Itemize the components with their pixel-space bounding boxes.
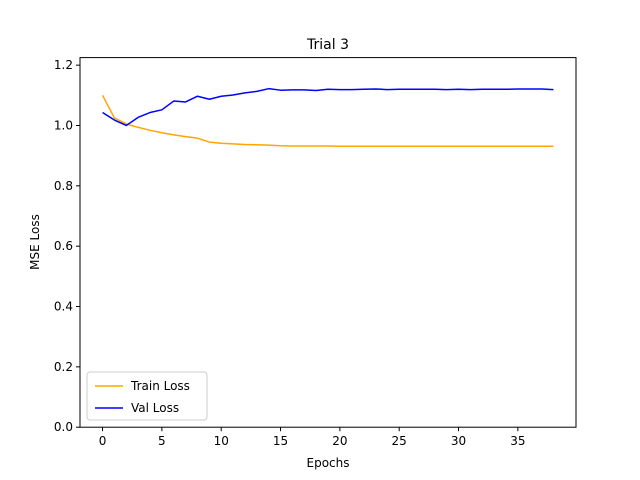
y-axis: 0.0 0.2 0.4 0.6 0.8 1.0 1.2 (54, 58, 80, 434)
y-tick-label: 0.2 (54, 360, 73, 374)
y-tick-label: 0.6 (54, 239, 73, 253)
x-tick-label: 25 (392, 434, 407, 448)
x-tick-label: 10 (214, 434, 229, 448)
x-tick-label: 5 (158, 434, 166, 448)
x-axis: 0 5 10 15 20 25 30 35 (99, 427, 525, 448)
legend-label: Train Loss (130, 379, 190, 393)
series-line-val-loss (102, 87, 554, 127)
y-tick-label: 1.0 (54, 118, 73, 132)
x-tick-label: 35 (510, 434, 525, 448)
y-axis-label: MSE Loss (28, 214, 42, 270)
y-tick-label: 1.2 (54, 58, 73, 72)
x-tick-label: 15 (273, 434, 288, 448)
x-tick-label: 30 (451, 434, 466, 448)
chart-title: Trial 3 (306, 37, 349, 53)
legend: Train Loss Val Loss (86, 371, 208, 421)
x-axis-label: Epochs (307, 456, 350, 470)
x-tick-label: 20 (332, 434, 347, 448)
plot-frame (79, 57, 577, 428)
y-tick-label: 0.4 (54, 300, 73, 314)
y-tick-label: 0.8 (54, 179, 73, 193)
legend-label: Val Loss (131, 401, 179, 415)
series-layer (101, 87, 554, 148)
x-tick-label: 0 (99, 434, 107, 448)
y-tick-label: 0.0 (54, 420, 73, 434)
series-line-train-loss (101, 94, 554, 148)
